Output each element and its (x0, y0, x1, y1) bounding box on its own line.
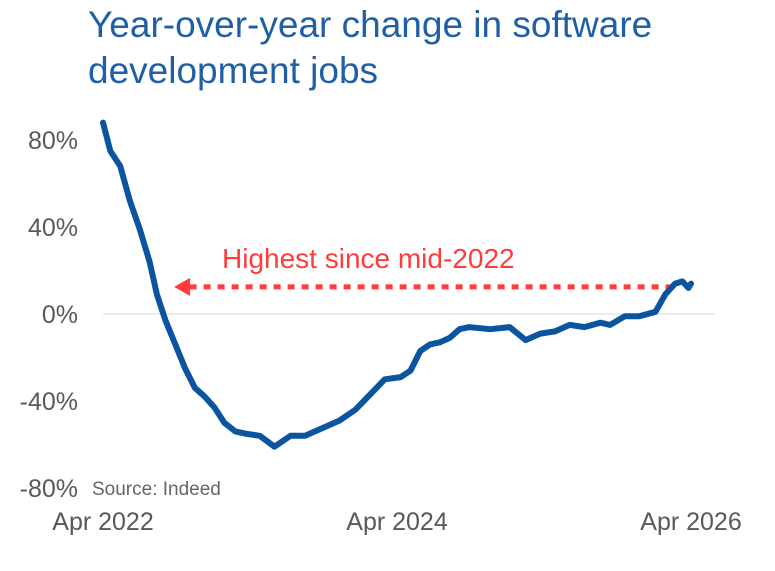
annotation-label: Highest since mid-2022 (222, 243, 515, 274)
x-tick-label: Apr 2024 (346, 508, 448, 536)
chart-title: Year-over-year change in software develo… (88, 4, 653, 91)
y-tick-label: -40% (20, 388, 78, 416)
y-tick-label: 0% (42, 301, 78, 329)
series-line (100, 119, 694, 450)
x-tick-label: Apr 2026 (640, 508, 741, 536)
y-tick-label: 80% (28, 127, 78, 155)
y-tick-label: 40% (28, 214, 78, 242)
y-tick-label: -80% (20, 475, 78, 503)
source-note: Source: Indeed (92, 479, 221, 500)
arrowhead-icon (174, 277, 191, 296)
x-tick-label: Apr 2022 (52, 508, 153, 536)
